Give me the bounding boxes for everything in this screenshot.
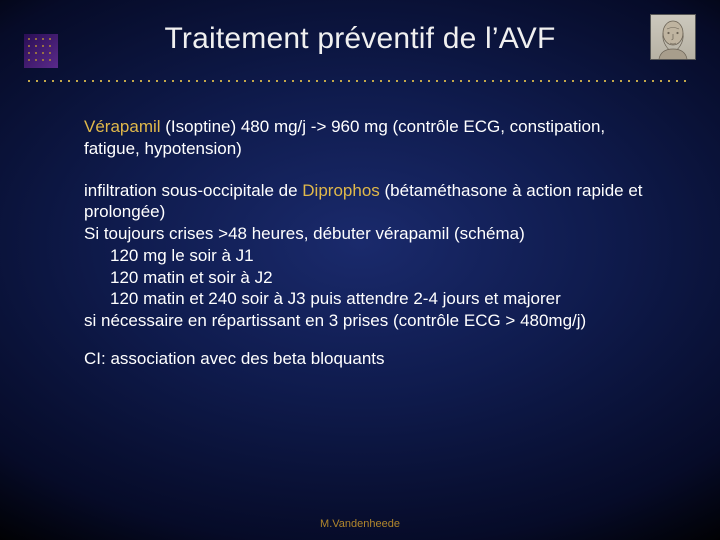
paragraph-verapamil: Vérapamil (Isoptine) 480 mg/j -> 960 mg … — [84, 116, 656, 160]
p2-last: si nécessaire en répartissant en 3 prise… — [84, 310, 656, 332]
slide: Traitement préventif de l’AVF Vérapamil … — [0, 0, 720, 540]
paragraph-ci: CI: association avec des beta bloquants — [84, 348, 656, 370]
schedule-j2: 120 matin et soir à J2 — [110, 267, 656, 289]
keyword-diprophos: Diprophos — [302, 181, 380, 200]
schedule-j3: 120 matin et 240 soir à J3 puis attendre… — [110, 288, 656, 310]
p2-line2: Si toujours crises >48 heures, débuter v… — [84, 223, 656, 245]
schedule-j1: 120 mg le soir à J1 — [110, 245, 656, 267]
keyword-verapamil: Vérapamil — [84, 117, 161, 136]
p2-l1-a: infiltration sous-occipitale de — [84, 181, 302, 200]
paragraph-diprophos: infiltration sous-occipitale de Dipropho… — [84, 180, 656, 332]
slide-title: Traitement préventif de l’AVF — [0, 22, 720, 56]
footer-author: M.Vandenheede — [0, 518, 720, 530]
divider-line — [28, 80, 692, 82]
p2-line1: infiltration sous-occipitale de Dipropho… — [84, 180, 656, 224]
para1-text: (Isoptine) 480 mg/j -> 960 mg (contrôle … — [84, 117, 605, 158]
content-area: Vérapamil (Isoptine) 480 mg/j -> 960 mg … — [84, 116, 656, 370]
